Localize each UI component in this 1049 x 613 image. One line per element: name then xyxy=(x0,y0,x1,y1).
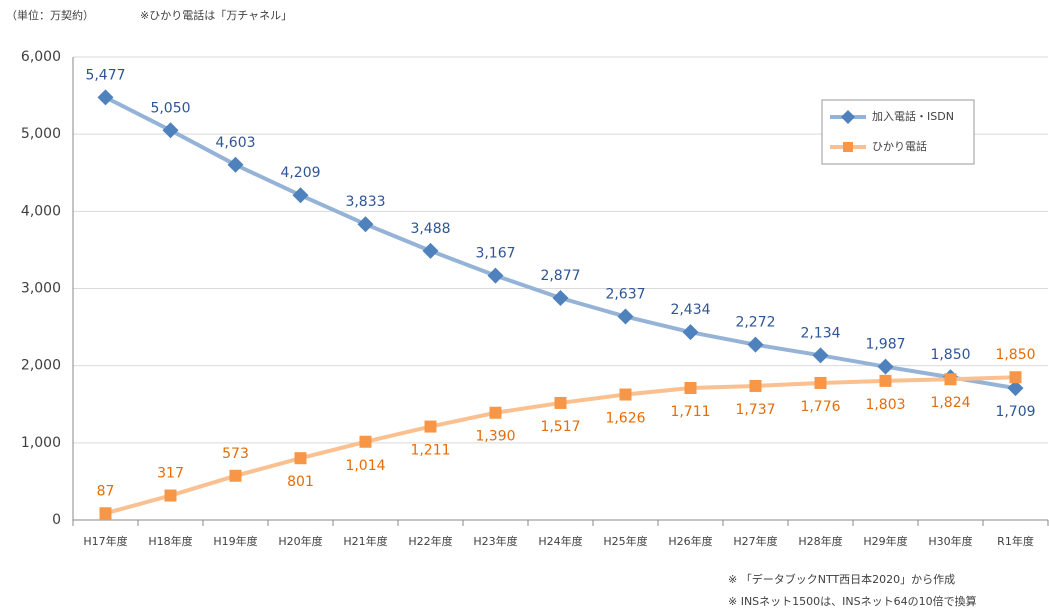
data-label: 801 xyxy=(287,474,314,490)
marker xyxy=(1009,371,1022,384)
data-label: 317 xyxy=(157,466,184,482)
x-tick-label: H29年度 xyxy=(863,534,907,548)
marker xyxy=(682,324,699,341)
legend-label: 加入電話・ISDN xyxy=(872,109,954,123)
x-tick-label: H19年度 xyxy=(213,534,257,548)
y-tick-label: 2,000 xyxy=(21,358,61,374)
data-label: 2,272 xyxy=(735,315,775,331)
data-label: 4,603 xyxy=(215,135,255,151)
data-label: 2,637 xyxy=(605,287,645,303)
marker xyxy=(554,396,567,409)
x-tick-label: H21年度 xyxy=(343,534,387,548)
marker xyxy=(97,89,114,106)
subtitle: （単位：万契約） xyxy=(6,8,94,22)
x-tick-label: H24年度 xyxy=(538,534,582,548)
data-label: 1,824 xyxy=(930,395,970,411)
legend-marker xyxy=(843,142,853,152)
data-label: 1,850 xyxy=(930,347,970,363)
data-label: 5,477 xyxy=(85,67,125,83)
y-tick-label: 6,000 xyxy=(21,49,61,65)
x-tick-label: H22年度 xyxy=(408,534,452,548)
note: ※ INSネット1500は、INSネット64の10倍で換算 xyxy=(728,594,977,608)
legend-marker xyxy=(841,110,855,124)
marker xyxy=(749,379,762,392)
data-label: 3,488 xyxy=(410,221,450,237)
x-tick-label: H18年度 xyxy=(148,534,192,548)
marker xyxy=(944,373,957,386)
data-label: 3,167 xyxy=(475,246,515,262)
marker xyxy=(229,469,242,482)
x-tick-label: R1年度 xyxy=(997,534,1034,548)
x-tick-label: H27年度 xyxy=(733,534,777,548)
data-label: 1,737 xyxy=(735,402,775,418)
marker xyxy=(877,358,894,375)
data-label: 2,434 xyxy=(670,302,710,318)
x-tick-label: H28年度 xyxy=(798,534,842,548)
marker xyxy=(99,507,112,520)
data-label: 1,626 xyxy=(605,411,645,427)
y-tick-label: 3,000 xyxy=(21,281,61,297)
data-label: 1,711 xyxy=(670,404,710,420)
legend-box xyxy=(821,99,975,165)
data-label: 1,517 xyxy=(540,419,580,435)
marker xyxy=(617,308,634,325)
marker xyxy=(162,122,179,139)
marker xyxy=(164,489,177,502)
x-tick-label: H20年度 xyxy=(278,534,322,548)
marker xyxy=(619,388,632,401)
legend-label: ひかり電話 xyxy=(872,139,927,153)
marker xyxy=(294,452,307,465)
data-label: 1,390 xyxy=(475,429,515,445)
y-tick-label: 0 xyxy=(52,512,61,528)
x-tick-label: H23年度 xyxy=(473,534,517,548)
note-top: ※ひかり電話は「万チャネル」 xyxy=(140,8,292,22)
y-tick-label: 1,000 xyxy=(21,435,61,451)
marker xyxy=(489,406,502,419)
marker xyxy=(292,187,309,204)
x-tick-label: H25年度 xyxy=(603,534,647,548)
marker xyxy=(359,435,372,448)
marker xyxy=(357,216,374,233)
data-label: 5,050 xyxy=(150,100,190,116)
marker xyxy=(422,242,439,259)
x-tick-label: H17年度 xyxy=(83,534,127,548)
data-label: 3,833 xyxy=(345,194,385,210)
data-label: 1,709 xyxy=(995,404,1035,420)
marker xyxy=(1007,380,1024,397)
marker xyxy=(424,420,437,433)
note: ※ 「データブックNTT西日本2020」から作成 xyxy=(728,572,955,586)
data-label: 2,134 xyxy=(800,325,840,341)
marker xyxy=(814,376,827,389)
y-tick-label: 5,000 xyxy=(21,126,61,142)
marker xyxy=(747,336,764,353)
x-tick-label: H30年度 xyxy=(928,534,972,548)
data-label: 1,211 xyxy=(410,443,450,459)
x-tick-label: H26年度 xyxy=(668,534,712,548)
marker xyxy=(552,289,569,306)
data-label: 573 xyxy=(222,446,249,462)
marker xyxy=(879,374,892,387)
data-label: 1,987 xyxy=(865,337,905,353)
data-label: 87 xyxy=(97,483,115,499)
data-label: 2,877 xyxy=(540,268,580,284)
data-label: 1,776 xyxy=(800,399,840,415)
marker xyxy=(812,347,829,364)
marker xyxy=(227,156,244,173)
data-label: 1,014 xyxy=(345,458,385,474)
marker xyxy=(684,381,697,394)
data-label: 1,803 xyxy=(865,397,905,413)
marker xyxy=(487,267,504,284)
data-label: 1,850 xyxy=(995,347,1035,363)
data-label: 4,209 xyxy=(280,165,320,181)
y-tick-label: 4,000 xyxy=(21,203,61,219)
